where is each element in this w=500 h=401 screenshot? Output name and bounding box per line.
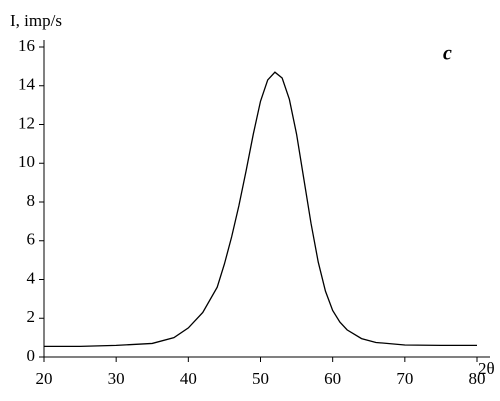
x-tick-label: 70 (396, 369, 413, 388)
y-tick-label: 12 (18, 113, 35, 132)
line (44, 71, 477, 347)
y-tick-label: 14 (18, 75, 36, 94)
x-tick-label: 40 (180, 369, 197, 388)
x-tick-label: 30 (108, 369, 125, 388)
y-tick-label: 16 (18, 36, 35, 55)
x-tick-label: 80 (469, 369, 486, 388)
y-tick-label: 8 (27, 191, 36, 210)
y-tick-label: 6 (27, 230, 36, 249)
x-axis-label: 2θ (478, 359, 495, 378)
x-tick-label: 20 (36, 369, 53, 388)
x-tick-label: 50 (252, 369, 269, 388)
annotation: c (443, 43, 452, 65)
y-tick-label: 4 (27, 268, 36, 287)
y-axis-label: I, imp/s (10, 11, 62, 30)
x-tick-label: 60 (324, 369, 341, 388)
y-tick-label: 0 (27, 346, 36, 365)
y-tick-label: 10 (18, 152, 35, 171)
y-tick-label: 2 (27, 307, 36, 326)
